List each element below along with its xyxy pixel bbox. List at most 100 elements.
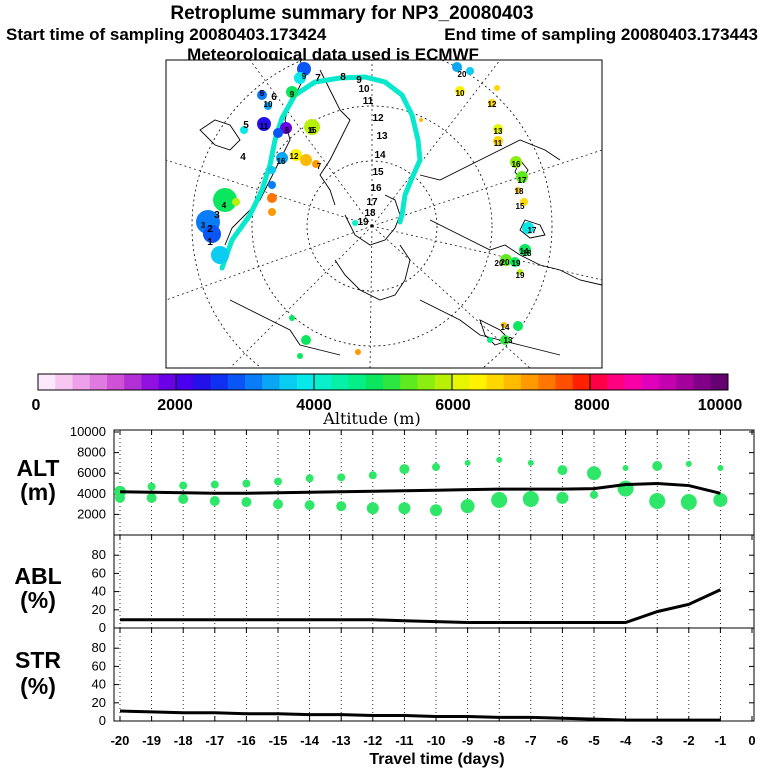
figure-title: Retroplume summary for NP3_20080403 xyxy=(170,3,533,24)
abl-ytick: 40 xyxy=(92,584,106,599)
colorbar-cell xyxy=(55,374,73,390)
series-line xyxy=(119,709,721,722)
cluster-age-label: 12 xyxy=(290,152,299,161)
cluster-point xyxy=(209,496,220,507)
cluster-age-label: 19 xyxy=(512,259,521,268)
str-ytick: 0 xyxy=(99,713,106,728)
cluster-point xyxy=(556,491,569,504)
map-frame xyxy=(165,59,603,369)
map-cluster-marker xyxy=(515,187,521,193)
cluster-age-label: 7 xyxy=(317,162,322,171)
cluster-point xyxy=(717,465,724,472)
map-cluster-marker xyxy=(232,198,240,206)
map-cluster-marker xyxy=(213,188,237,212)
trajectory-day-label: 5 xyxy=(243,120,249,131)
x-tick-label: -7 xyxy=(525,733,537,748)
x-tick-label: -9 xyxy=(462,733,474,748)
map-cluster-marker xyxy=(289,315,295,321)
cluster-age-label: 9 xyxy=(302,72,307,81)
colorbar-label-6000: 6000 xyxy=(435,397,471,414)
cluster-age-label: 17 xyxy=(528,226,537,235)
colorbar-cell xyxy=(227,374,246,390)
trajectory-day-label: 8 xyxy=(340,72,346,83)
map-cluster-marker xyxy=(290,149,302,161)
map-cluster-marker xyxy=(501,322,507,328)
colorbar-cell xyxy=(72,374,91,390)
map-cluster-marker xyxy=(516,171,528,183)
trajectory-day-label: 12 xyxy=(372,113,384,124)
start-time-label: Start time of sampling 20080403.173424 xyxy=(6,25,327,44)
alt-ytick: 6000 xyxy=(77,465,106,480)
cluster-age-label: 3 xyxy=(201,221,206,230)
colorbar-cell xyxy=(538,374,556,390)
trajectory-day-label: 17 xyxy=(366,197,378,208)
colorbar-cell xyxy=(176,374,194,390)
map-cluster-marker xyxy=(211,246,229,264)
abl-panel-frame xyxy=(113,534,755,629)
x-tick-label: -18 xyxy=(174,733,193,748)
colorbar-cell xyxy=(279,374,298,390)
cluster-age-label: 20 xyxy=(458,70,467,79)
str-ytick: 60 xyxy=(92,658,106,673)
map-cluster-marker xyxy=(352,220,358,226)
x-tick-label: -8 xyxy=(493,733,505,748)
colorbar-cell xyxy=(193,374,211,390)
cluster-point xyxy=(273,499,283,510)
x-tick-label: -5 xyxy=(588,733,600,748)
cluster-point xyxy=(337,473,346,482)
cluster-age-label: 15 xyxy=(516,202,525,211)
colorbar-cell xyxy=(348,374,367,390)
cluster-age-label: 20 xyxy=(495,259,504,268)
cluster-point xyxy=(210,480,219,489)
abl-panel-label: ABL xyxy=(14,563,61,589)
cluster-age-label: 6 xyxy=(310,126,315,135)
met-data-label: Meteorological data used is ECMWF xyxy=(187,45,479,64)
trajectory-day-label: 1 xyxy=(207,237,213,248)
cluster-age-label: 13 xyxy=(494,127,503,136)
cluster-age-label: 8 xyxy=(285,126,290,135)
x-tick-label: -19 xyxy=(142,733,161,748)
cluster-point xyxy=(147,482,156,491)
str-ytick: 40 xyxy=(92,677,106,692)
cluster-age-label: 5 xyxy=(260,89,265,98)
cluster-age-label: 11 xyxy=(494,139,503,148)
trajectory-day-label: 2 xyxy=(207,224,213,235)
cluster-point xyxy=(146,492,157,503)
cluster-point xyxy=(398,502,411,515)
map-cluster-marker xyxy=(257,117,271,131)
cluster-age-label: 11 xyxy=(260,122,269,131)
cluster-point xyxy=(491,491,508,508)
trajectory-day-label: 4 xyxy=(240,152,246,163)
trajectory-day-label: 15 xyxy=(372,167,384,178)
series-line xyxy=(119,481,721,495)
cluster-age-label: 14 xyxy=(501,323,510,332)
x-tick-label: -6 xyxy=(557,733,569,748)
map-cluster-marker xyxy=(273,128,283,138)
map-cluster-marker xyxy=(312,160,320,168)
cluster-age-label: 10 xyxy=(264,100,273,109)
cluster-age-label: 16 xyxy=(512,160,521,169)
x-tick-label: -4 xyxy=(620,733,632,748)
cluster-age-label: 19 xyxy=(516,271,525,280)
map-cluster-marker xyxy=(297,353,303,359)
cluster-point xyxy=(432,463,440,472)
trajectory-day-label: 18 xyxy=(364,208,376,219)
map-cluster-marker xyxy=(268,208,276,216)
x-tick-label: -2 xyxy=(683,733,695,748)
x-tick-label: -1 xyxy=(715,733,727,748)
map-cluster-marker xyxy=(259,90,265,96)
cluster-age-label: 20 xyxy=(501,258,510,267)
x-tick-label: -14 xyxy=(300,733,320,748)
cluster-age-label: 14 xyxy=(520,247,529,256)
cluster-point xyxy=(622,465,629,472)
map-cluster-marker xyxy=(268,181,276,189)
cluster-point xyxy=(242,479,251,488)
trajectory-day-label: 16 xyxy=(370,183,382,194)
str-panel-frame xyxy=(113,627,755,722)
map-cluster-marker xyxy=(455,86,465,96)
abl-ytick: 0 xyxy=(99,620,106,635)
cluster-age-label: 18 xyxy=(523,249,532,258)
colorbar-cell xyxy=(417,374,436,390)
map-cluster-marker xyxy=(522,222,534,234)
